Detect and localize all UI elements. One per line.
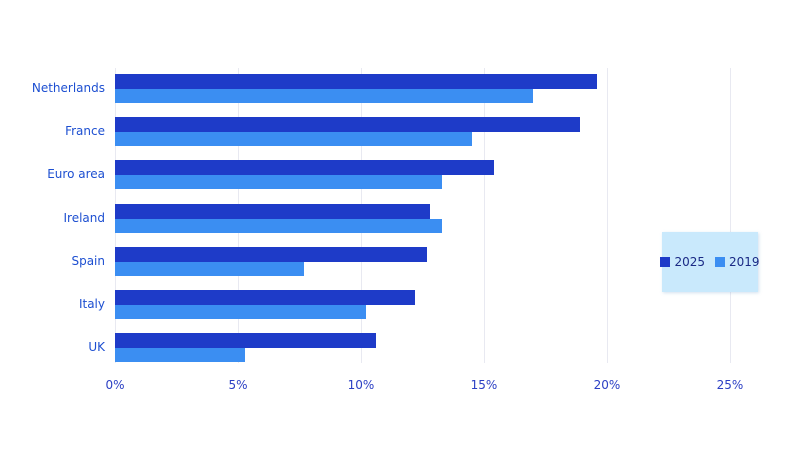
legend-swatch-2019 <box>715 257 725 267</box>
bar-2025-euro-area <box>115 160 494 176</box>
bar-2019-euro-area <box>115 175 443 190</box>
bar-2025-spain <box>115 246 428 262</box>
x-tick-label-0%: 0% <box>105 378 125 392</box>
x-tick-label-25%: 25% <box>716 378 744 392</box>
bar-2019-italy <box>115 305 366 319</box>
bar-2025-ireland <box>115 203 430 219</box>
bar-2019-france <box>115 132 472 147</box>
bar-2025-netherlands <box>115 74 598 89</box>
category-label-spain: Spain <box>71 253 105 268</box>
x-tick-label-15%: 15% <box>470 378 498 392</box>
gridline-20% <box>607 68 608 363</box>
legend-label-2025: 2025 <box>674 255 705 269</box>
category-label-euro-area: Euro area <box>47 167 105 182</box>
bar-2019-ireland <box>115 218 443 233</box>
bar-2019-netherlands <box>115 89 534 103</box>
x-tick-label-20%: 20% <box>593 378 621 392</box>
bar-2025-france <box>115 117 580 133</box>
gridline-25% <box>730 68 731 363</box>
legend-item-2019[interactable]: 2019 <box>715 255 760 269</box>
x-tick-label-10%: 10% <box>347 378 375 392</box>
gridline-15% <box>484 68 485 363</box>
category-label-netherlands: Netherlands <box>31 81 105 95</box>
bar-2019-spain <box>115 261 305 276</box>
x-tick-label-5%: 5% <box>228 378 248 392</box>
bar-2025-uk <box>115 333 376 349</box>
legend-swatch-2025 <box>660 257 671 267</box>
legend-item-2025[interactable]: 2025 <box>660 255 705 269</box>
category-label-italy: Italy <box>78 297 105 311</box>
bar-2025-italy <box>115 290 416 305</box>
category-label-ireland: Ireland <box>63 210 105 225</box>
category-label-uk: UK <box>88 340 105 355</box>
legend[interactable]: 2025 2019 <box>660 232 760 292</box>
legend-label-2019: 2019 <box>729 255 760 269</box>
bar-2019-uk <box>115 348 246 363</box>
category-label-france: France <box>65 124 105 139</box>
